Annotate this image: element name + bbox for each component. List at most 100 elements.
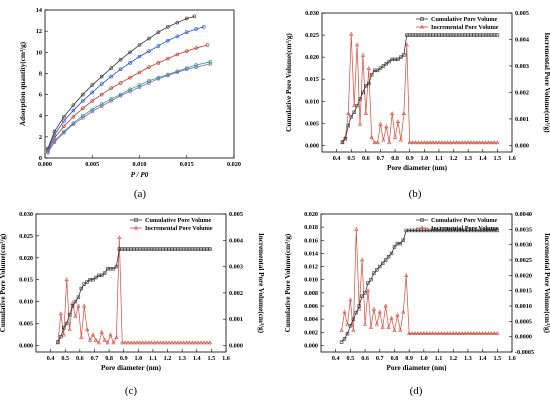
- y-tick-label: 0.030: [305, 10, 319, 17]
- cumulative-point: [405, 33, 409, 37]
- y-tick-label: 10: [36, 49, 42, 56]
- cumulative-point: [348, 324, 353, 328]
- y-right-tick-label: 0.0000: [515, 334, 532, 341]
- x-tick-label: 1.1: [435, 155, 443, 162]
- incremental-point: [108, 332, 113, 337]
- cumulative-point: [62, 326, 66, 330]
- cumulative-line: [342, 34, 498, 143]
- incremental-point: [424, 331, 429, 335]
- incremental-point: [495, 140, 500, 145]
- series-point: [175, 34, 180, 39]
- panel-d: 0.4 0.5 0.6 0.7 0.8 0.9 1.0 1.1 1.2 1.3 1.4 1.5 1.6 0…: [284, 211, 550, 397]
- incremental-point: [418, 331, 424, 335]
- series-point: [137, 83, 142, 87]
- incremental-point: [407, 331, 412, 335]
- x-tick-label: 1.2: [164, 355, 172, 362]
- y-right-tick-label: 0.004: [229, 237, 243, 244]
- cumulative-line: [341, 230, 498, 343]
- x-tick-label: 1.5: [493, 355, 501, 362]
- incremental-point: [459, 331, 465, 335]
- incremental-point: [474, 140, 480, 145]
- incremental-point: [456, 331, 462, 335]
- incremental-point: [433, 140, 439, 145]
- incremental-point: [489, 140, 494, 145]
- series-point: [208, 59, 213, 64]
- cumulative-point: [114, 264, 119, 269]
- series-point: [52, 140, 57, 144]
- x-axis-title: Pore diameter (nm): [387, 164, 448, 172]
- incremental-point: [383, 303, 388, 308]
- incremental-point: [140, 340, 145, 345]
- x-tick-label: 0.8: [391, 355, 399, 362]
- incremental-point: [492, 140, 497, 145]
- series-point: [90, 99, 95, 103]
- incremental-point: [401, 111, 406, 116]
- incremental-point: [451, 140, 456, 145]
- y-right-tick-label: 0.0010: [515, 303, 532, 310]
- y-tick-label: 0.010: [305, 98, 319, 105]
- cumulative-point: [111, 267, 116, 271]
- incremental-point: [371, 306, 377, 311]
- incremental-point: [480, 331, 485, 335]
- incremental-point: [351, 328, 356, 332]
- incremental-point: [169, 340, 175, 345]
- y-tick-label: 0.004: [304, 316, 318, 323]
- series-line: [47, 63, 211, 153]
- series-point: [118, 67, 123, 71]
- incremental-point: [454, 140, 459, 145]
- incremental-point: [360, 52, 366, 57]
- y-right-tick-label: 0.0005: [515, 318, 532, 325]
- x-tick-label: 0.6: [76, 355, 84, 362]
- incremental-point: [184, 340, 189, 345]
- incremental-point: [365, 288, 371, 293]
- incremental-point: [58, 311, 63, 316]
- incremental-point: [436, 140, 442, 145]
- cumulative-point: [339, 340, 344, 344]
- incremental-point: [398, 328, 403, 332]
- x-tick-label: 0.9: [406, 155, 414, 162]
- incremental-point: [352, 103, 357, 108]
- incremental-point: [442, 140, 447, 145]
- x-tick-label: 1.0: [134, 355, 142, 362]
- incremental-point: [419, 140, 424, 145]
- series-point: [46, 150, 50, 155]
- incremental-point: [204, 340, 210, 345]
- incremental-point: [439, 140, 444, 145]
- incremental-point: [483, 140, 488, 145]
- series-point: [118, 57, 123, 62]
- y-right-tick-label: 0.0030: [515, 242, 532, 249]
- x-tick-label: 0.8: [105, 355, 113, 362]
- y-right-axis-title: Incremental Pore Volume(cm³/g): [543, 32, 550, 133]
- incremental-point: [395, 312, 400, 317]
- incremental-point: [117, 235, 122, 240]
- y-tick-label: 0.005: [19, 321, 33, 328]
- y-tick-label: 0.010: [304, 277, 318, 284]
- incremental-point: [342, 309, 347, 314]
- legend-marker-cumulative: [134, 218, 138, 222]
- series-point: [109, 86, 113, 91]
- series-point: [184, 16, 189, 21]
- series-point: [156, 44, 161, 48]
- incremental-point: [368, 325, 374, 329]
- series-point: [62, 114, 66, 119]
- series-point: [137, 54, 142, 59]
- incremental-point: [366, 66, 371, 70]
- plot-frame: [321, 12, 513, 153]
- y-right-axis-title: Incremental Pore Volume(cm³/g): [257, 233, 265, 334]
- y-right-tick-label: 0.0040: [515, 211, 532, 218]
- y-right-tick-label: -0.0005: [515, 349, 534, 356]
- incremental-point: [146, 340, 151, 345]
- series-point: [81, 106, 85, 111]
- series-point: [175, 20, 180, 25]
- series-point: [99, 74, 104, 79]
- incremental-point: [363, 111, 368, 116]
- cumulative-point: [358, 97, 362, 101]
- series-point: [109, 99, 113, 103]
- y-right-tick-label: 0.002: [229, 290, 243, 297]
- incremental-point: [339, 328, 344, 332]
- y-axis-title: Cumulative Pore Volume(cm³/g): [284, 233, 292, 332]
- legend-entry-cumulative: Cumulative Pore Volume: [431, 16, 497, 23]
- incremental-point: [187, 340, 192, 345]
- series-point: [175, 70, 180, 75]
